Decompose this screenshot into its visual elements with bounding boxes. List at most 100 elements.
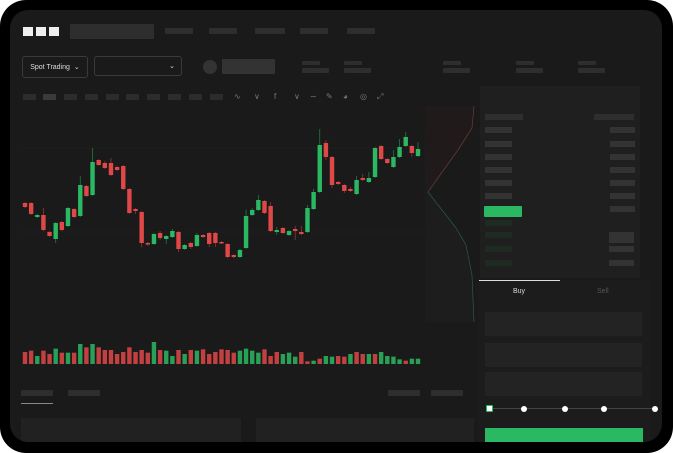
timeframe-button[interactable] [168,94,181,100]
timeframe-button[interactable] [43,94,56,100]
total-input[interactable] [485,372,642,396]
fullscreen-icon[interactable]: ⤢ [377,92,384,101]
stat-value [578,68,605,73]
bottom-tab-active[interactable] [21,390,53,396]
volume-bar [47,354,52,364]
volume-bar [385,356,390,364]
candle [237,249,243,258]
line-tool-icon[interactable]: ∼ [310,92,317,101]
candle [28,202,34,215]
candle [35,214,40,218]
candle [207,232,212,247]
volume-bar [366,354,372,364]
volume-bar [194,350,200,364]
candle [335,181,341,185]
candle [231,254,236,258]
slider-step-75[interactable] [601,406,607,412]
volume-bar [59,352,65,364]
candle [286,230,292,236]
pair-selector[interactable]: ⌄ [94,56,182,76]
nav-item[interactable] [255,28,285,34]
candle [274,227,279,235]
candle [391,150,396,168]
nav-item[interactable] [347,28,375,34]
volume-bar [305,361,310,364]
slider-step-25[interactable] [521,406,527,412]
nav-item[interactable] [300,28,328,34]
timeframe-button[interactable] [189,94,202,100]
candle-body [133,209,138,211]
candle [157,231,163,240]
nav-item[interactable] [209,28,237,34]
stat-label [443,61,461,65]
volume-bar [22,352,28,364]
candle-body [194,235,200,246]
candle-body [403,137,408,146]
okx-logo[interactable] [23,27,59,36]
sell-tab[interactable]: Sell [597,288,609,295]
candle [354,176,359,195]
leverage-slider-handle[interactable] [486,405,493,412]
candlestick-chart[interactable] [10,10,662,442]
volume-bar [372,354,378,364]
timeframe-button[interactable] [85,94,98,100]
candle-body [378,146,384,159]
stat-value [516,68,543,73]
volume-bar [41,350,46,364]
search-bar[interactable] [70,24,154,39]
volume-bar [200,349,206,364]
candle [329,156,335,188]
depth-chart [425,105,475,323]
fx-icon[interactable]: f [274,92,277,101]
price-input[interactable] [485,312,642,336]
settings-icon[interactable]: ◎ [360,92,367,101]
chart-type-icon[interactable]: ∨ [254,92,260,101]
timeframe-button[interactable] [147,94,160,100]
candle-body [188,243,193,247]
candle-body [53,223,58,239]
nav-item[interactable] [165,28,193,34]
candle [372,147,378,178]
dropdown-icon[interactable]: ∨ [294,92,300,101]
bottom-action[interactable] [388,390,420,396]
volume-bar [84,347,89,364]
candle-body [397,147,402,157]
active-tab-underline [21,403,53,404]
timeframe-button[interactable] [64,94,77,100]
candle-body [121,166,126,189]
candle [188,242,193,249]
last-price-badge [484,206,522,217]
bottom-tab[interactable] [68,390,100,396]
bottom-action[interactable] [431,390,463,396]
candle-body [139,212,144,243]
slider-step-100[interactable] [652,406,658,412]
candle [243,210,249,249]
candle [47,231,52,237]
candle-body [157,233,163,238]
timeframe-button[interactable] [126,94,139,100]
candle-body [415,149,421,156]
buy-tab[interactable]: Buy [513,288,526,295]
timeframe-button[interactable] [23,94,36,100]
ruler-icon[interactable]: ✎ [326,92,333,101]
timeframe-button[interactable] [210,94,223,100]
candle [311,189,316,210]
candle [280,227,286,234]
candle-body [47,232,52,236]
slider-step-50[interactable] [562,406,568,412]
candle [250,208,255,216]
ask-price [485,154,512,160]
candle [90,148,95,196]
market-selector[interactable]: Spot Trading ⌄ [22,56,88,78]
buy-submit-button[interactable] [485,428,643,442]
snapshot-icon[interactable]: ◕ [343,92,348,101]
candle [127,188,132,214]
candle [53,222,58,243]
timeframe-button[interactable] [106,94,119,100]
stat-value [443,68,470,73]
leverage-slider-track[interactable] [490,408,655,409]
amount-input[interactable] [485,343,642,367]
candle [78,176,83,217]
indicator-icon[interactable]: ∿ [234,92,241,101]
